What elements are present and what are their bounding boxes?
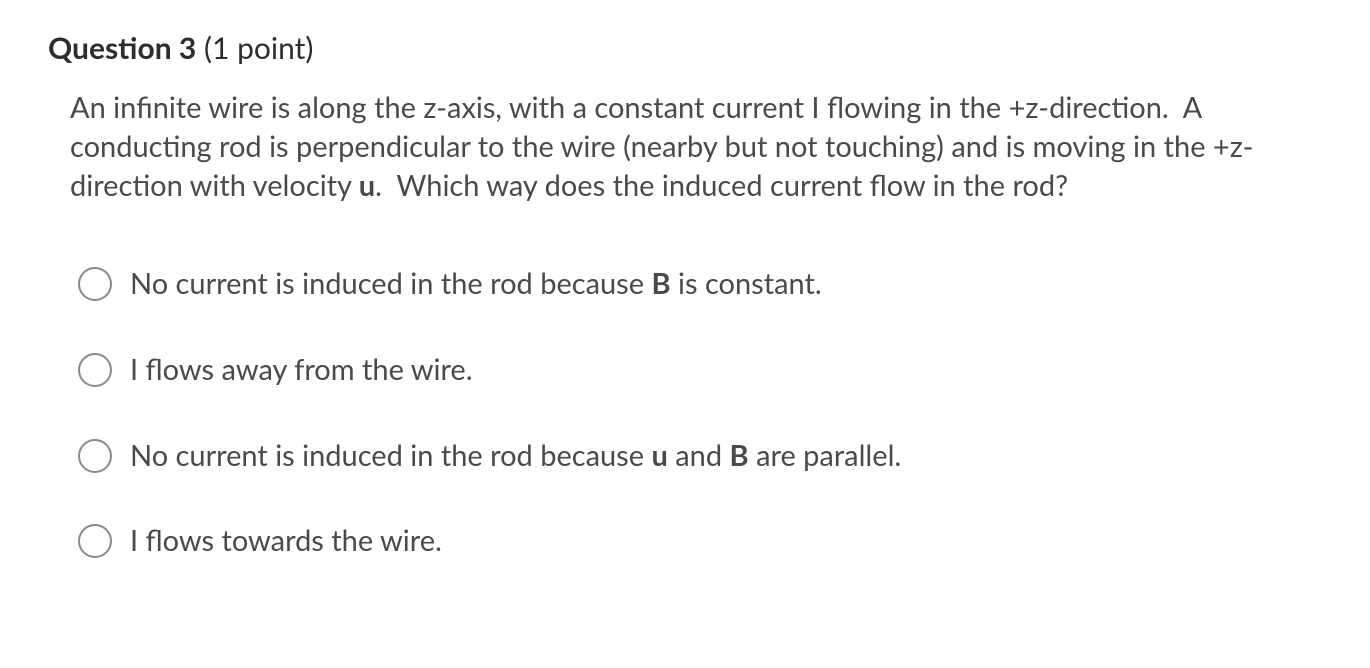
radio-icon[interactable]	[78, 439, 112, 473]
question-points: (1 point)	[204, 30, 313, 66]
option-2-label: I flows away from the wire.	[130, 351, 473, 389]
body-bold-u: u	[359, 168, 375, 203]
option-4[interactable]: I flows towards the wire.	[78, 522, 1322, 560]
question-header: Question 3 (1 point)	[48, 30, 1322, 66]
option-3-label: No current is induced in the rod because…	[130, 437, 901, 475]
radio-icon[interactable]	[78, 353, 112, 387]
option-4-label: I flows towards the wire.	[130, 522, 442, 560]
radio-icon[interactable]	[78, 267, 112, 301]
radio-icon[interactable]	[78, 524, 112, 558]
option-1[interactable]: No current is induced in the rod because…	[78, 265, 1322, 303]
option-1-label: No current is induced in the rod because…	[130, 265, 822, 303]
options-list: No current is induced in the rod because…	[78, 265, 1322, 560]
option-2[interactable]: I flows away from the wire.	[78, 351, 1322, 389]
question-body: An infinite wire is along the z-axis, wi…	[70, 88, 1290, 205]
option-3[interactable]: No current is induced in the rod because…	[78, 437, 1322, 475]
body-post: . Which way does the induced current flo…	[375, 168, 1068, 203]
question-container: Question 3 (1 point) An infinite wire is…	[0, 0, 1370, 628]
question-number: Question 3	[48, 30, 196, 66]
